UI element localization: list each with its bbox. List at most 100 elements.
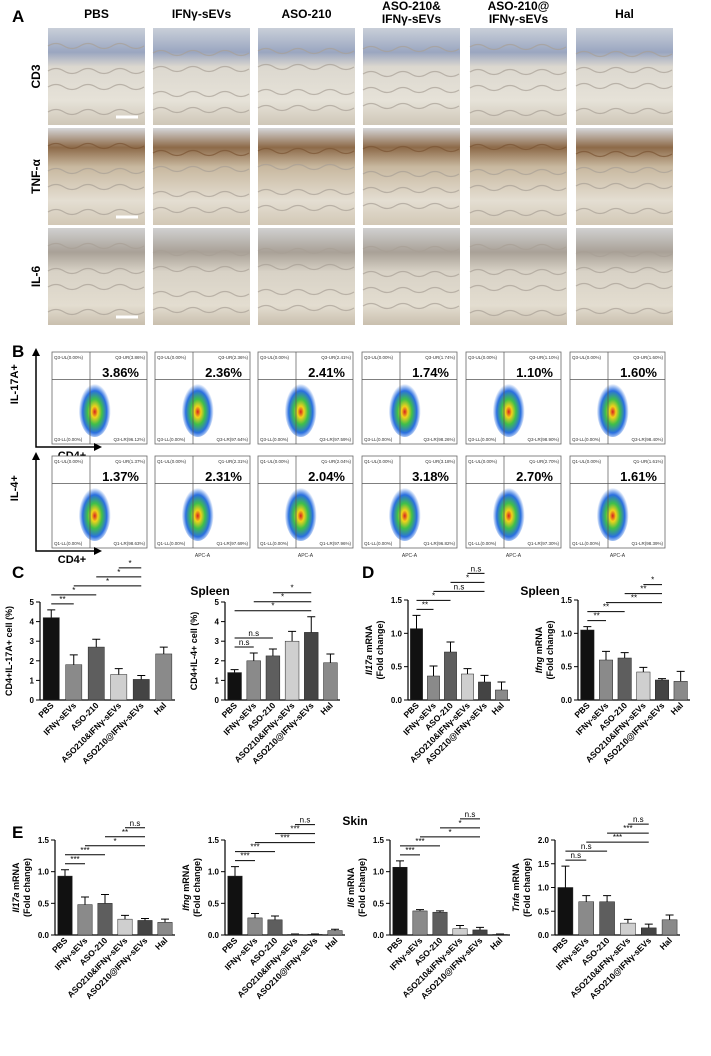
cell-cloud <box>181 485 214 542</box>
percent-label: 2.31% <box>205 469 242 484</box>
column-header: ASO-210& <box>382 0 441 13</box>
quadrant-label: Q3-LR(97.59%) <box>319 437 351 442</box>
tissue-texture <box>469 284 567 292</box>
error-bar <box>114 668 123 675</box>
y-tick-label: 0.0 <box>38 931 50 940</box>
quadrant-label: Q1-LL(0.00%) <box>157 541 186 546</box>
tissue-texture <box>362 270 460 278</box>
tissue-texture <box>152 190 250 198</box>
significance-label: *** <box>613 833 622 842</box>
error-bar <box>137 675 146 680</box>
percent-label: 3.86% <box>102 365 139 380</box>
quadrant-label: Q3-UR(1.74%) <box>425 355 455 360</box>
quadrant-label: Q3-UR(3.86%) <box>115 355 145 360</box>
cell-cloud <box>181 381 214 438</box>
bar <box>157 922 173 936</box>
arrow-head <box>32 452 40 460</box>
tissue-texture <box>47 308 145 316</box>
cell-cloud <box>492 381 525 438</box>
tissue-texture <box>47 283 145 291</box>
tissue-texture <box>152 49 250 57</box>
bar <box>137 920 153 936</box>
error-bar <box>159 646 168 654</box>
y-axis-label: Ifng mRNA <box>534 626 544 673</box>
error-bar <box>268 648 277 656</box>
tissue-texture <box>575 250 673 258</box>
bar <box>661 919 678 936</box>
tissue-texture <box>47 208 145 216</box>
y-tick-label: 5 <box>30 598 35 607</box>
y-axis-label: IL-17A+ <box>9 364 21 404</box>
y-tick-label: 0 <box>215 696 220 705</box>
quadrant-label: Q3-LR(96.12%) <box>113 437 145 442</box>
error-bar <box>249 652 258 661</box>
significance-label: * <box>291 584 294 593</box>
quadrant-label: Q3-LR(97.64%) <box>216 437 248 442</box>
y-tick-label: 0.5 <box>538 907 550 916</box>
arrow-head <box>32 348 40 356</box>
quadrant-label: Q3-LR(98.26%) <box>423 437 455 442</box>
section-title: Spleen <box>190 584 229 598</box>
x-tick-label: Hal <box>323 935 339 951</box>
tissue-image <box>48 28 145 125</box>
tissue-texture <box>257 247 355 255</box>
bar <box>495 689 508 701</box>
quadrant-label: Q1-LL(0.00%) <box>572 541 601 546</box>
quadrant-label: Q3-UL(0.00%) <box>364 355 394 360</box>
y-tick-label: 0.5 <box>208 899 220 908</box>
column-header: Hal <box>615 7 634 21</box>
error-bar <box>429 665 438 676</box>
tissue-image <box>363 128 460 225</box>
x-axis-text: APC-A <box>402 553 418 559</box>
bar <box>673 681 688 701</box>
bar <box>636 671 651 701</box>
bar <box>42 617 60 701</box>
tissue-image <box>258 228 355 325</box>
quadrant-label: Q1-UL(0.00%) <box>54 459 84 464</box>
significance-label: *** <box>405 846 414 855</box>
tissue-texture <box>469 184 567 192</box>
y-axis-label: Il6 mRNA <box>346 867 356 908</box>
tissue-texture <box>575 150 673 158</box>
cell-cloud <box>284 485 317 542</box>
column-header: ASO-210@ <box>488 0 550 13</box>
quadrant-label: Q1-LL(0.00%) <box>54 541 83 546</box>
quadrant-label: Q3-UL(0.00%) <box>54 355 84 360</box>
gene-name: Tnfa <box>511 893 521 912</box>
y-axis-label: Tnfa mRNA <box>511 863 521 913</box>
significance-label: n.s <box>130 819 141 828</box>
error-bar <box>288 630 297 642</box>
error-bar <box>583 626 592 630</box>
y-axis-label: (Fold change) <box>192 858 202 917</box>
significance-label: * <box>651 576 654 585</box>
significance-label: ** <box>631 594 637 603</box>
quadrant-label: Q3-LL(0.00%) <box>572 437 601 442</box>
bar <box>227 875 243 936</box>
significance-label: * <box>117 568 120 577</box>
tissue-texture <box>469 143 567 151</box>
error-bar <box>307 616 316 633</box>
quadrant-label: Q1-LR(96.82%) <box>423 541 455 546</box>
y-tick-label: 0.0 <box>538 931 550 940</box>
quadrant-label: Q1-LR(97.30%) <box>527 541 559 546</box>
y-tick-label: 0.5 <box>561 663 573 672</box>
quadrant-label: Q1-UL(0.00%) <box>364 459 394 464</box>
quadrant-label: Q1-UL(0.00%) <box>572 459 602 464</box>
quadrant-label: Q1-LR(97.96%) <box>319 541 351 546</box>
error-bar <box>69 654 78 665</box>
significance-label: n.s <box>633 815 644 824</box>
y-axis-label: (Fold change) <box>22 858 32 917</box>
error-bar <box>412 614 421 629</box>
y-axis-label: Il17a mRNA <box>11 862 21 913</box>
bar <box>427 675 440 701</box>
y-tick-label: 1.0 <box>391 629 403 638</box>
quadrant-label: Q1-UR(2.70%) <box>529 459 559 464</box>
error-bar <box>230 669 239 673</box>
percent-label: 3.18% <box>412 469 449 484</box>
tissue-texture <box>152 106 250 114</box>
y-tick-label: 1.0 <box>208 868 220 877</box>
bar <box>77 904 93 936</box>
tissue-texture <box>362 86 460 94</box>
tissue-image <box>363 228 460 325</box>
